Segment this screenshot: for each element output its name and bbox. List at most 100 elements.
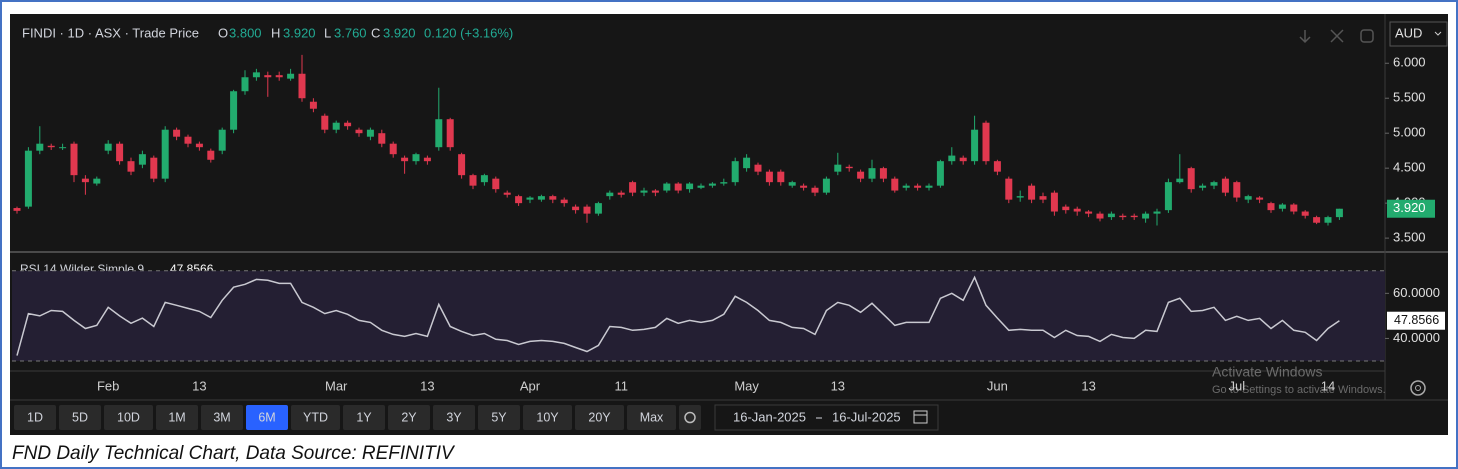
- close-icon[interactable]: [1330, 29, 1344, 43]
- range-button-label[interactable]: 3Y: [446, 410, 462, 424]
- candle-body: [788, 182, 796, 186]
- candle-body: [59, 147, 67, 149]
- candle-body: [36, 143, 44, 151]
- candle-body: [207, 150, 215, 160]
- candle-body: [925, 185, 933, 188]
- range-button[interactable]: YTD: [291, 405, 340, 430]
- rsi-value-tag: [1387, 311, 1445, 330]
- range-button[interactable]: 6M: [246, 405, 288, 430]
- change-value: 0.120 (+3.16%): [424, 25, 513, 40]
- candle-body: [549, 196, 557, 200]
- date-from[interactable]: 16-Jan-2025: [733, 409, 806, 424]
- range-button-bg[interactable]: [201, 405, 243, 430]
- range-button[interactable]: 5D: [59, 405, 101, 430]
- range-button-bg[interactable]: [388, 405, 430, 430]
- y-tick-label: 5.500: [1393, 90, 1426, 105]
- candle-body: [1335, 208, 1343, 218]
- watermark-title: Activate Windows: [1212, 364, 1322, 380]
- range-button-label[interactable]: 1Y: [356, 410, 372, 424]
- range-button-label[interactable]: 10Y: [536, 410, 559, 424]
- candle-body: [1050, 192, 1058, 212]
- candle-body: [868, 168, 876, 179]
- range-button-label[interactable]: 2Y: [401, 410, 417, 424]
- range-button[interactable]: 3Y: [433, 405, 475, 430]
- candle-body: [195, 143, 203, 148]
- range-button-bg[interactable]: [433, 405, 475, 430]
- candle-body: [401, 157, 409, 162]
- y-tick-label: 4.500: [1393, 160, 1426, 175]
- candle-body: [993, 161, 1001, 172]
- range-button-label[interactable]: 5D: [72, 410, 88, 424]
- range-button-label[interactable]: 20Y: [588, 410, 611, 424]
- candle-body: [366, 129, 374, 137]
- range-button-label[interactable]: YTD: [303, 410, 328, 424]
- date-range-box[interactable]: [714, 404, 939, 431]
- range-button-bg[interactable]: [14, 405, 56, 430]
- range-button-label[interactable]: 1M: [168, 410, 185, 424]
- candle-body: [24, 150, 32, 207]
- range-button-bg[interactable]: [478, 405, 520, 430]
- range-button-bg[interactable]: [156, 405, 198, 430]
- range-button-label[interactable]: 3M: [213, 410, 230, 424]
- y-tick-label: 60.0000: [1393, 285, 1440, 300]
- currency-box[interactable]: [1389, 21, 1448, 47]
- candle-body: [606, 192, 614, 197]
- range-button[interactable]: Max: [627, 405, 676, 430]
- candle-body: [572, 206, 580, 211]
- candle-body: [1028, 185, 1036, 200]
- candle-body: [1164, 182, 1172, 211]
- range-button-bg[interactable]: [291, 405, 340, 430]
- currency-selector[interactable]: AUD: [1389, 21, 1448, 47]
- settings-icon-center: [1415, 385, 1421, 391]
- candle-body: [914, 185, 922, 188]
- range-button-bg[interactable]: [575, 405, 624, 430]
- rsi-band: [12, 270, 1385, 361]
- candle-body: [1085, 211, 1093, 214]
- candle-body: [1233, 182, 1241, 198]
- settings-icon[interactable]: [1410, 380, 1426, 396]
- range-button-bg[interactable]: [104, 405, 153, 430]
- range-button-bg[interactable]: [627, 405, 676, 430]
- range-button[interactable]: 3M: [201, 405, 243, 430]
- range-button[interactable]: 5Y: [478, 405, 520, 430]
- currency[interactable]: AUD: [1395, 25, 1422, 40]
- popout-icon[interactable]: [1360, 29, 1374, 43]
- range-button[interactable]: 1Y: [343, 405, 385, 430]
- open-label: O: [218, 25, 228, 40]
- close-label: C: [371, 25, 380, 40]
- range-button-label[interactable]: 6M: [258, 410, 275, 424]
- candle-body: [1244, 196, 1252, 200]
- range-button-bg[interactable]: [523, 405, 572, 430]
- range-button[interactable]: 20Y: [575, 405, 624, 430]
- range-button-bg[interactable]: [246, 405, 288, 430]
- y-tick-label: 5.000: [1393, 125, 1426, 140]
- range-button-bg[interactable]: [59, 405, 101, 430]
- y-tick-label: 40.0000: [1393, 330, 1440, 345]
- range-button-label[interactable]: Max: [640, 410, 664, 424]
- candle-body: [264, 75, 272, 78]
- date-to[interactable]: 16-Jul-2025: [832, 409, 901, 424]
- download-icon[interactable]: [1299, 30, 1311, 44]
- range-settings-icon[interactable]: [684, 411, 696, 424]
- range-button[interactable]: 10Y: [523, 405, 572, 430]
- candle-body: [663, 183, 671, 191]
- candle-body: [480, 175, 488, 183]
- range-button[interactable]: 10D: [104, 405, 153, 430]
- candle-body: [241, 77, 249, 92]
- range-button[interactable]: 1D: [14, 405, 56, 430]
- calendar-icon[interactable]: [913, 410, 928, 424]
- range-button-label[interactable]: 1D: [27, 410, 43, 424]
- candle-body: [594, 203, 602, 214]
- candle-body: [161, 129, 169, 179]
- range-button-label[interactable]: 5Y: [491, 410, 507, 424]
- high-value: 3.920: [283, 25, 316, 40]
- range-button-label[interactable]: 10D: [117, 410, 140, 424]
- candle-body: [423, 157, 431, 162]
- x-tick-label: May: [734, 378, 759, 393]
- x-tick-label: 11: [614, 378, 628, 393]
- range-settings-button[interactable]: [679, 405, 701, 430]
- candle-body: [321, 115, 329, 130]
- range-button[interactable]: 1M: [156, 405, 198, 430]
- range-button-bg[interactable]: [343, 405, 385, 430]
- range-button[interactable]: 2Y: [388, 405, 430, 430]
